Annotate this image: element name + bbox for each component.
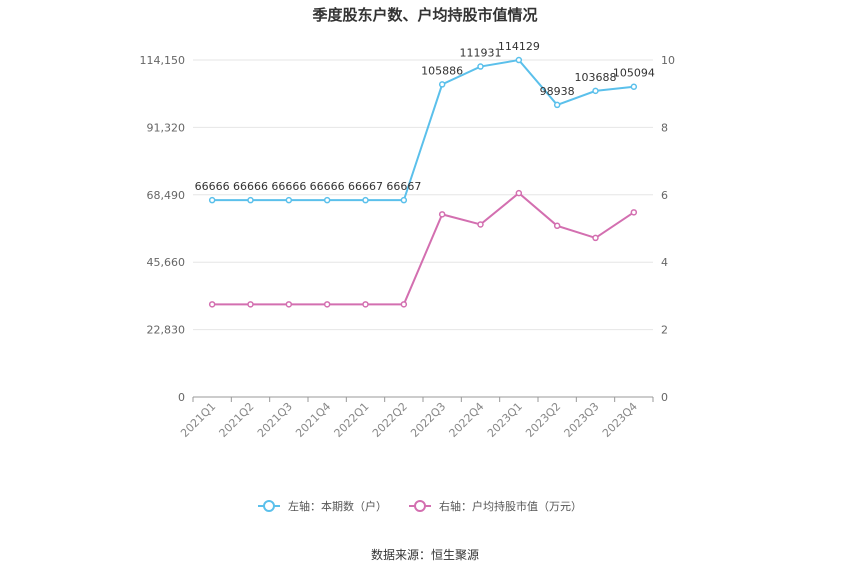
data-point: [285, 301, 293, 308]
right-axis: 0 2 4 6 8 10: [661, 54, 675, 404]
data-label: 66666: [195, 180, 230, 193]
left-tick-label: 22,830: [147, 324, 186, 337]
data-label: 111931: [460, 47, 502, 60]
legend-marker: [263, 500, 275, 512]
legend-item-left[interactable]: 左轴：本期数（户）: [258, 499, 387, 513]
data-label: 105094: [613, 67, 655, 80]
series-left: 66666 66666 66666 66666 66667 666671058861119…: [195, 40, 655, 204]
data-label: 66667: [386, 180, 421, 193]
right-tick-label: 10: [661, 54, 675, 67]
right-tick-label: 2: [661, 324, 668, 337]
data-point: [438, 211, 446, 218]
data-point: [400, 301, 408, 308]
x-tick-label: 2022Q1: [332, 400, 372, 440]
data-point: [630, 209, 638, 216]
data-point: [592, 87, 599, 95]
left-tick-label: 0: [178, 391, 185, 404]
series-line: [212, 191, 635, 306]
grid-lines: [193, 59, 653, 331]
data-point: [323, 301, 331, 308]
x-tick-label: 2021Q3: [255, 400, 295, 440]
data-point: [630, 83, 638, 90]
data-point: [285, 196, 293, 204]
data-point: [553, 101, 561, 109]
data-point: [592, 234, 599, 242]
data-point: [553, 222, 561, 230]
left-tick-label: 68,490: [147, 189, 186, 202]
legend-label: 左轴：本期数（户）: [288, 499, 387, 513]
data-point: [477, 221, 484, 228]
data-label: 105886: [421, 64, 463, 77]
data-point: [247, 196, 254, 204]
data-label: 114129: [498, 40, 540, 53]
x-tick-label: 2023Q2: [523, 400, 563, 440]
x-tick-label: 2021Q1: [178, 400, 218, 440]
data-point: [438, 81, 446, 88]
series-line: [212, 58, 634, 202]
x-tick-label: 2021Q2: [217, 400, 257, 440]
right-tick-label: 8: [661, 121, 668, 134]
data-point: [362, 301, 369, 308]
series-right: [208, 189, 638, 308]
legend-marker: [414, 500, 426, 512]
data-point: [208, 196, 216, 204]
legend[interactable]: 左轴：本期数（户） 右轴：户均持股市值（万元）: [258, 499, 582, 513]
data-point: [323, 196, 331, 204]
x-tick-label: 2022Q3: [408, 400, 448, 440]
series-layer: 66666 66666 66666 66666 66667 666671058861119…: [195, 40, 655, 308]
legend-item-right[interactable]: 右轴：户均持股市值（万元）: [409, 499, 582, 513]
data-label: 103688: [575, 71, 617, 84]
x-tick-label: 2023Q1: [485, 400, 525, 440]
data-point: [477, 63, 484, 70]
data-point: [208, 301, 216, 308]
data-label: 66666: [271, 180, 306, 193]
data-label: 66666: [233, 180, 268, 193]
left-tick-label: 114,150: [140, 54, 186, 67]
left-tick-label: 45,660: [147, 256, 186, 269]
left-tick-label: 91,320: [147, 121, 186, 134]
x-tick-label: 2023Q4: [600, 400, 640, 440]
data-label: 98938: [540, 85, 575, 98]
data-point: [515, 189, 523, 197]
data-point: [247, 301, 254, 308]
source-note: 数据来源：恒生聚源: [371, 547, 479, 562]
x-tick-label: 2022Q4: [447, 400, 487, 440]
x-axis: 2021Q12021Q22021Q32021Q42022Q12022Q22022…: [178, 396, 654, 440]
data-point: [515, 56, 523, 64]
data-point: [362, 196, 369, 204]
data-label: 66667: [348, 180, 383, 193]
right-tick-label: 0: [661, 391, 668, 404]
left-axis: 0 22,830 45,660 68,490 91,320 114,150: [140, 54, 186, 404]
x-tick-label: 2022Q2: [370, 400, 410, 440]
legend-label: 右轴：户均持股市值（万元）: [439, 499, 582, 513]
right-tick-label: 6: [661, 189, 668, 202]
x-tick-label: 2021Q4: [293, 400, 333, 440]
data-point: [400, 196, 408, 204]
x-tick-label: 2023Q3: [562, 400, 602, 440]
data-label: 66666: [310, 180, 345, 193]
chart-title: 季度股东户数、户均持股市值情况: [312, 6, 537, 24]
right-tick-label: 4: [661, 256, 668, 269]
